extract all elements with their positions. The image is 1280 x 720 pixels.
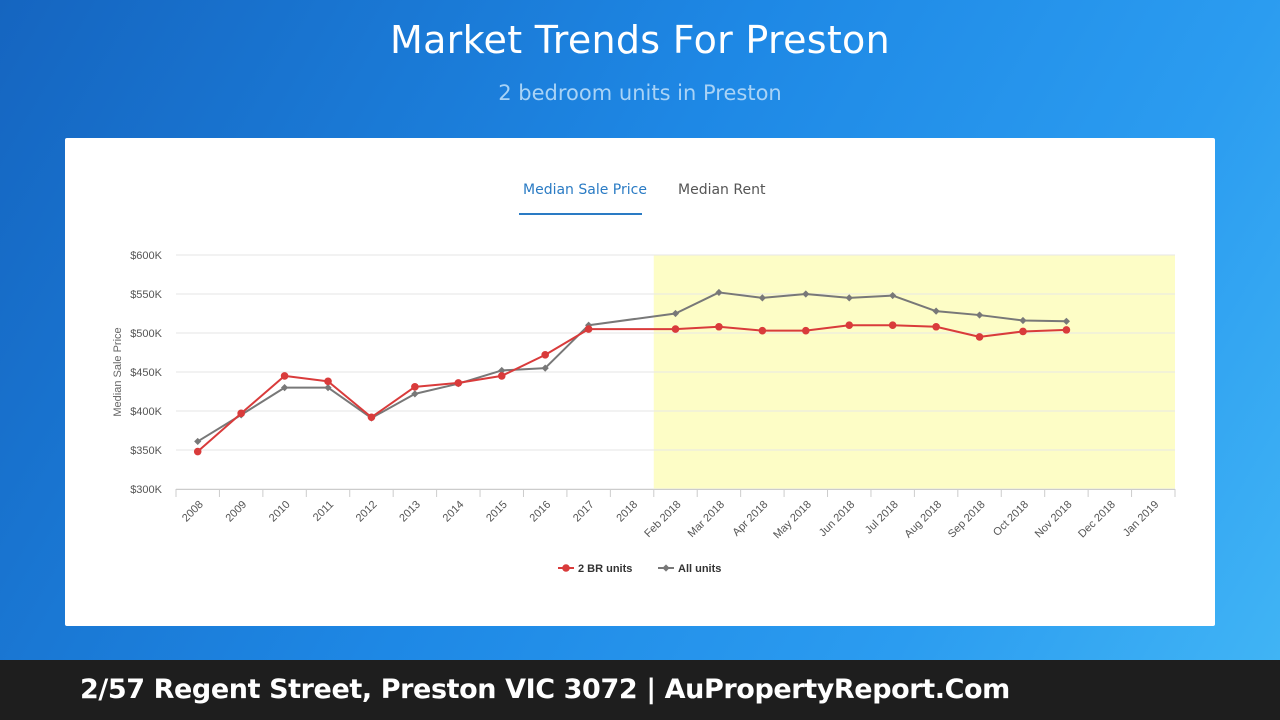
data-point-2br-units	[497, 372, 506, 380]
x-tick-label: Jan 2019	[1121, 499, 1161, 539]
data-point-all-units	[889, 291, 897, 300]
tab-median-sale-price[interactable]: Median Sale Price	[523, 182, 647, 198]
x-tick-label: Jul 2018	[863, 499, 901, 537]
data-point-2br-units	[715, 322, 723, 331]
y-axis-title: Median Sale Price	[112, 327, 124, 416]
chart-tabs: Median Sale Price Median Rent	[65, 182, 1215, 216]
data-point-2br-units	[454, 379, 463, 387]
x-tick-label: Dec 2018	[1076, 499, 1118, 541]
x-tick-label: Aug 2018	[902, 499, 944, 541]
series-line-2br-units	[197, 324, 1067, 453]
y-tick-label: $350K	[130, 445, 162, 457]
active-tab-indicator	[519, 213, 642, 215]
data-point-all-units	[671, 309, 680, 318]
footer-bar: 2/57 Regent Street, Preston VIC 3072 | A…	[0, 660, 1280, 720]
line-chart: $300K $350K $400K $450K $500K $550K $600K Media…	[112, 250, 1176, 575]
data-point-all-units	[715, 288, 723, 297]
x-tick-label: Mar 2018	[686, 499, 727, 540]
x-tick-label: 2017	[571, 499, 597, 525]
data-point-2br-units	[541, 351, 549, 359]
y-tick-label: $300K	[130, 484, 162, 496]
x-tick-label: 2015	[484, 499, 510, 525]
data-point-all-units	[1019, 316, 1027, 325]
x-tick-label: Apr 2018	[730, 499, 770, 539]
y-tick-label: $550K	[130, 289, 162, 301]
data-point-2br-units	[280, 372, 289, 380]
data-point-all-units	[541, 364, 549, 372]
x-tick-label: 2009	[223, 499, 249, 525]
x-tick-label: Jun 2018	[817, 499, 857, 539]
legend-marker-circle	[562, 564, 570, 572]
data-point-all-units	[1062, 317, 1071, 325]
chart-legend: 2 BR units All units	[558, 563, 721, 575]
tab-median-rent[interactable]: Median Rent	[678, 182, 766, 198]
data-point-2br-units	[758, 326, 767, 335]
data-point-2br-units	[193, 447, 202, 456]
data-point-all-units	[802, 290, 810, 298]
legend-marker-diamond	[662, 564, 670, 572]
data-point-2br-units	[324, 377, 332, 386]
data-point-2br-units	[845, 321, 854, 329]
data-point-2br-units	[1019, 327, 1027, 336]
x-tick-label: 2010	[267, 499, 293, 525]
y-tick-label: $500K	[130, 328, 162, 340]
page-title: Market Trends For Preston	[390, 18, 890, 62]
page-subtitle: 2 bedroom units in Preston	[498, 81, 782, 105]
data-point-2br-units	[584, 325, 593, 333]
x-tick-label: Nov 2018	[1033, 499, 1075, 541]
data-point-2br-units	[932, 322, 940, 331]
chart-card: Median Sale Price Median Rent $300K $350K…	[65, 138, 1215, 626]
y-tick-label: $450K	[130, 367, 162, 379]
legend-label: All units	[678, 563, 721, 575]
data-point-all-units	[194, 437, 202, 446]
x-tick-label: 2011	[311, 499, 336, 524]
legend-label: 2 BR units	[578, 563, 632, 575]
series-line-all-units	[197, 291, 1067, 443]
data-point-2br-units	[975, 333, 984, 341]
x-tick-label: 2016	[528, 499, 554, 525]
x-tick-label: 2014	[441, 499, 467, 525]
y-tick-label: $400K	[130, 406, 162, 418]
x-tick-label: 2012	[354, 499, 380, 525]
x-tick-label: 2013	[397, 499, 423, 525]
x-tick-label: May 2018	[771, 499, 814, 542]
data-point-2br-units	[671, 325, 680, 333]
data-point-2br-units	[237, 409, 245, 418]
data-point-all-units	[498, 366, 506, 375]
data-point-2br-units	[411, 383, 419, 391]
data-point-2br-units	[802, 326, 810, 335]
data-point-2br-units	[1062, 326, 1071, 334]
footer-address: 2/57 Regent Street, Preston VIC 3072 | A…	[80, 674, 1010, 705]
x-tick-label: 2018	[614, 499, 640, 525]
x-tick-label: 2008	[180, 499, 206, 525]
data-point-2br-units	[888, 321, 897, 329]
data-point-all-units	[975, 311, 984, 319]
x-tick-label: Oct 2018	[991, 499, 1031, 539]
x-tick-label: Feb 2018	[642, 499, 683, 540]
x-tick-label: Sep 2018	[946, 499, 988, 541]
y-tick-label: $600K	[130, 250, 162, 262]
data-point-2br-units	[367, 413, 376, 422]
